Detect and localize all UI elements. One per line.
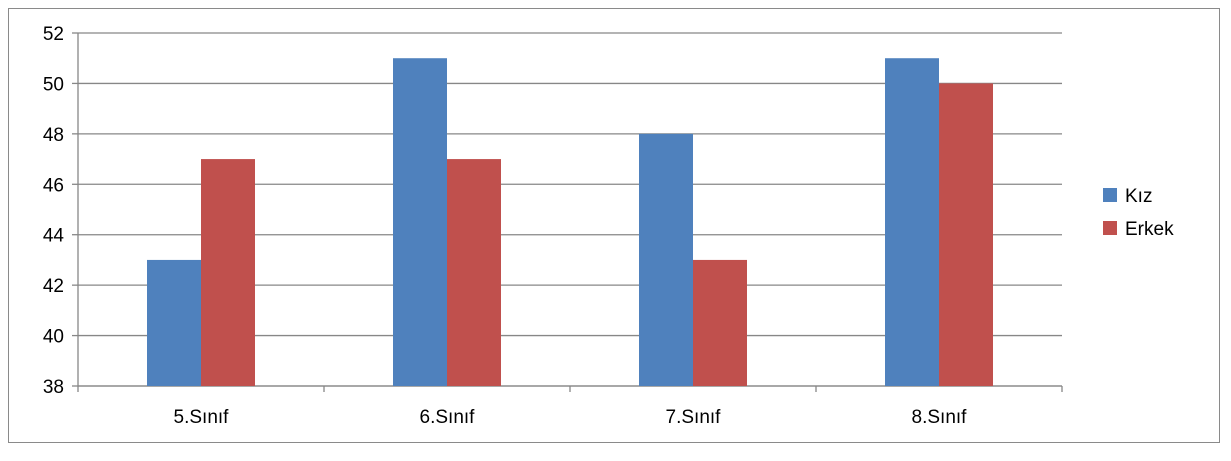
legend-label: Erkek: [1125, 219, 1174, 240]
bar-erkek: [447, 159, 501, 386]
legend-swatch: [1103, 188, 1117, 202]
tick-label-y: 46: [43, 175, 64, 196]
tick-label-y: 44: [43, 226, 65, 247]
bar-erkek: [939, 83, 993, 386]
bar-chart: 38 40 42 44 46 48 50 52 5.Sınıf 6.Sınıf 7.Sınıf 8.S…: [43, 24, 1174, 428]
bar-k-z: [639, 133, 693, 386]
bar-k-z: [147, 259, 201, 386]
tick-label-y: 38: [43, 377, 64, 398]
chart-frame: 38 40 42 44 46 48 50 52 5.Sınıf 6.Sınıf 7.Sınıf 8.S…: [8, 8, 1220, 443]
tick-label-x: 7.Sınıf: [666, 407, 722, 428]
tick-label-y: 40: [43, 327, 64, 348]
tick-label-x: 8.Sınıf: [912, 407, 968, 428]
tick-label-y: 42: [43, 276, 64, 297]
bar-erkek: [693, 259, 747, 386]
legend-label: Kız: [1125, 186, 1152, 207]
tick-label-x: 6.Sınıf: [420, 407, 476, 428]
bar-erkek: [201, 159, 255, 386]
bar-k-z: [393, 58, 447, 386]
legend-swatch: [1103, 221, 1117, 235]
tick-label-x: 5.Sınıf: [174, 407, 230, 428]
tick-label-y: 48: [43, 125, 64, 146]
tick-label-y: 50: [43, 74, 64, 95]
bar-k-z: [885, 58, 939, 386]
tick-label-y: 52: [43, 24, 64, 45]
